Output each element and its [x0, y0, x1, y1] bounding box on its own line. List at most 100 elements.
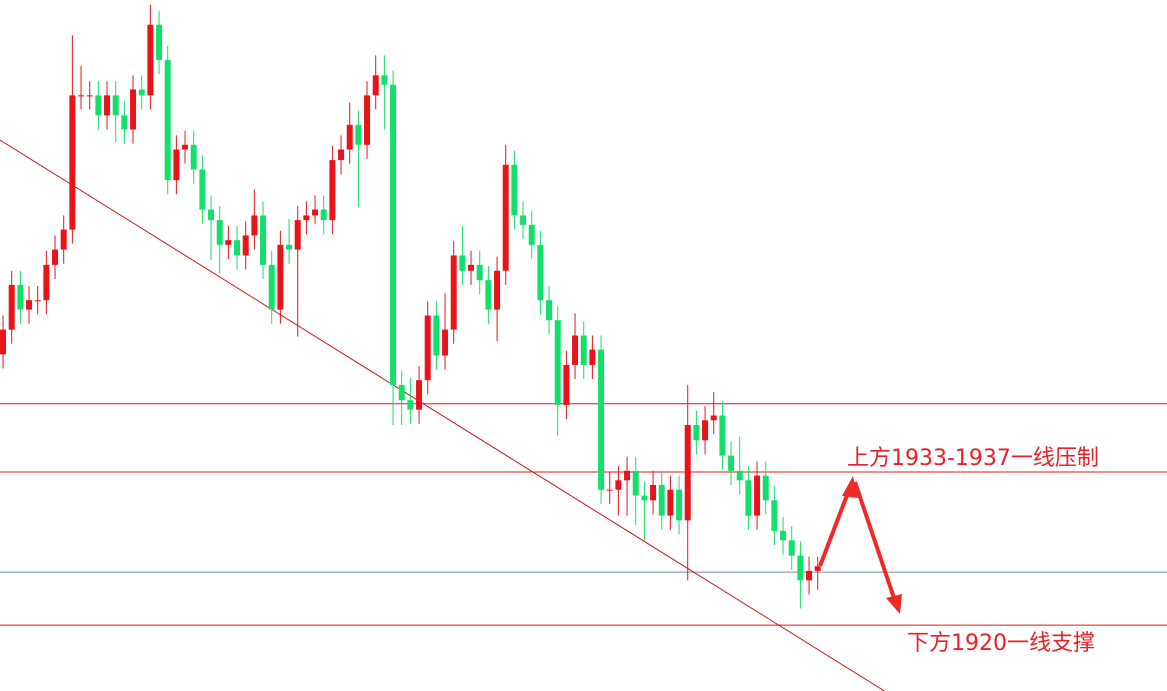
candle-body — [329, 160, 336, 221]
plot-area — [0, 4, 1167, 691]
candle-body — [182, 144, 189, 150]
candle-body — [104, 95, 111, 116]
candle-body — [173, 149, 180, 181]
candle-body — [762, 475, 769, 501]
candle-body — [95, 95, 102, 116]
candle-body — [364, 95, 371, 145]
candle-body — [745, 480, 752, 516]
candle-body — [476, 264, 483, 281]
candle-body — [216, 220, 223, 245]
candle-body — [225, 240, 232, 245]
candle-body — [121, 115, 128, 130]
candle-body — [797, 555, 804, 581]
candle-body — [147, 24, 154, 96]
candle-body — [728, 455, 735, 471]
arrow-up — [818, 489, 851, 567]
candle-body — [338, 149, 345, 161]
candle-body — [589, 349, 596, 365]
candle-body — [676, 489, 683, 521]
candle-body — [260, 215, 267, 265]
candle-body — [719, 415, 726, 456]
candle-body — [615, 480, 622, 490]
candle-body — [537, 244, 544, 301]
candle-body — [511, 164, 518, 216]
candle-body — [632, 470, 639, 496]
candle-body — [138, 89, 145, 96]
candle-body — [546, 300, 553, 321]
candle-body — [459, 255, 466, 271]
candle-body — [78, 95, 85, 97]
candle-body — [190, 144, 197, 170]
candle-body — [277, 244, 284, 310]
candle-body — [407, 400, 414, 410]
candle-body — [641, 495, 648, 501]
candle-body — [736, 470, 743, 481]
candle-body — [303, 215, 310, 221]
candle-body — [433, 315, 440, 356]
candle-body — [702, 420, 709, 441]
arrow-down — [853, 481, 896, 599]
candle-body — [528, 224, 535, 245]
candle-body — [0, 329, 7, 355]
candle-body — [346, 124, 353, 150]
candle-body — [286, 244, 293, 250]
candle-body — [771, 500, 778, 531]
annotation: 上方1933-1937一线压制 — [847, 446, 1099, 471]
candle-body — [450, 255, 457, 330]
candle-body — [26, 300, 33, 310]
candle-body — [598, 349, 605, 490]
candle-body — [442, 329, 449, 356]
candle-body — [43, 264, 50, 301]
candle-body — [806, 570, 813, 581]
candle-body — [156, 24, 163, 61]
candle-body — [130, 89, 137, 130]
candle-body — [312, 209, 319, 216]
candle-body — [814, 566, 821, 571]
candle-body — [416, 380, 423, 410]
candle-body — [60, 229, 67, 250]
candle-body — [606, 489, 613, 491]
candle-body — [572, 335, 579, 365]
candle-body — [624, 470, 631, 481]
candle-body — [650, 484, 657, 501]
arrow-head — [886, 594, 902, 614]
candle-body — [208, 209, 215, 221]
candle-body — [658, 484, 665, 516]
candle-body — [17, 284, 24, 310]
candle-body — [788, 540, 795, 556]
candle-body — [268, 264, 275, 310]
candle-body — [390, 84, 397, 385]
candle-body — [86, 95, 93, 97]
trend-line — [0, 139, 885, 691]
candle-body — [355, 124, 362, 145]
arrows — [818, 476, 902, 614]
candle-body — [294, 220, 301, 250]
annotation: 下方1920一线支撑 — [907, 631, 1095, 656]
candle-body — [502, 164, 509, 271]
candle-body — [398, 384, 405, 401]
candle-body — [563, 364, 570, 405]
candle-body — [381, 75, 388, 85]
candle-body — [554, 320, 561, 405]
candle-body — [320, 209, 327, 221]
arrow-head — [842, 476, 858, 498]
candle-body — [234, 240, 241, 256]
candle-body — [372, 75, 379, 96]
candle-body — [667, 489, 674, 516]
candle-body — [520, 215, 527, 225]
candle-body — [424, 315, 431, 381]
candle-body — [710, 415, 717, 421]
candle-body — [69, 95, 76, 230]
candle-body — [242, 235, 249, 256]
candle-body — [754, 475, 761, 516]
candle-body — [112, 95, 119, 116]
candle-body — [251, 215, 258, 236]
candle-body — [485, 280, 492, 310]
candle-body — [684, 424, 691, 521]
candle-body — [199, 169, 206, 210]
candle-body — [468, 264, 475, 271]
candle-body — [693, 424, 700, 441]
candle-body — [494, 270, 501, 310]
candle-body — [780, 530, 787, 541]
candle-body — [8, 284, 15, 330]
